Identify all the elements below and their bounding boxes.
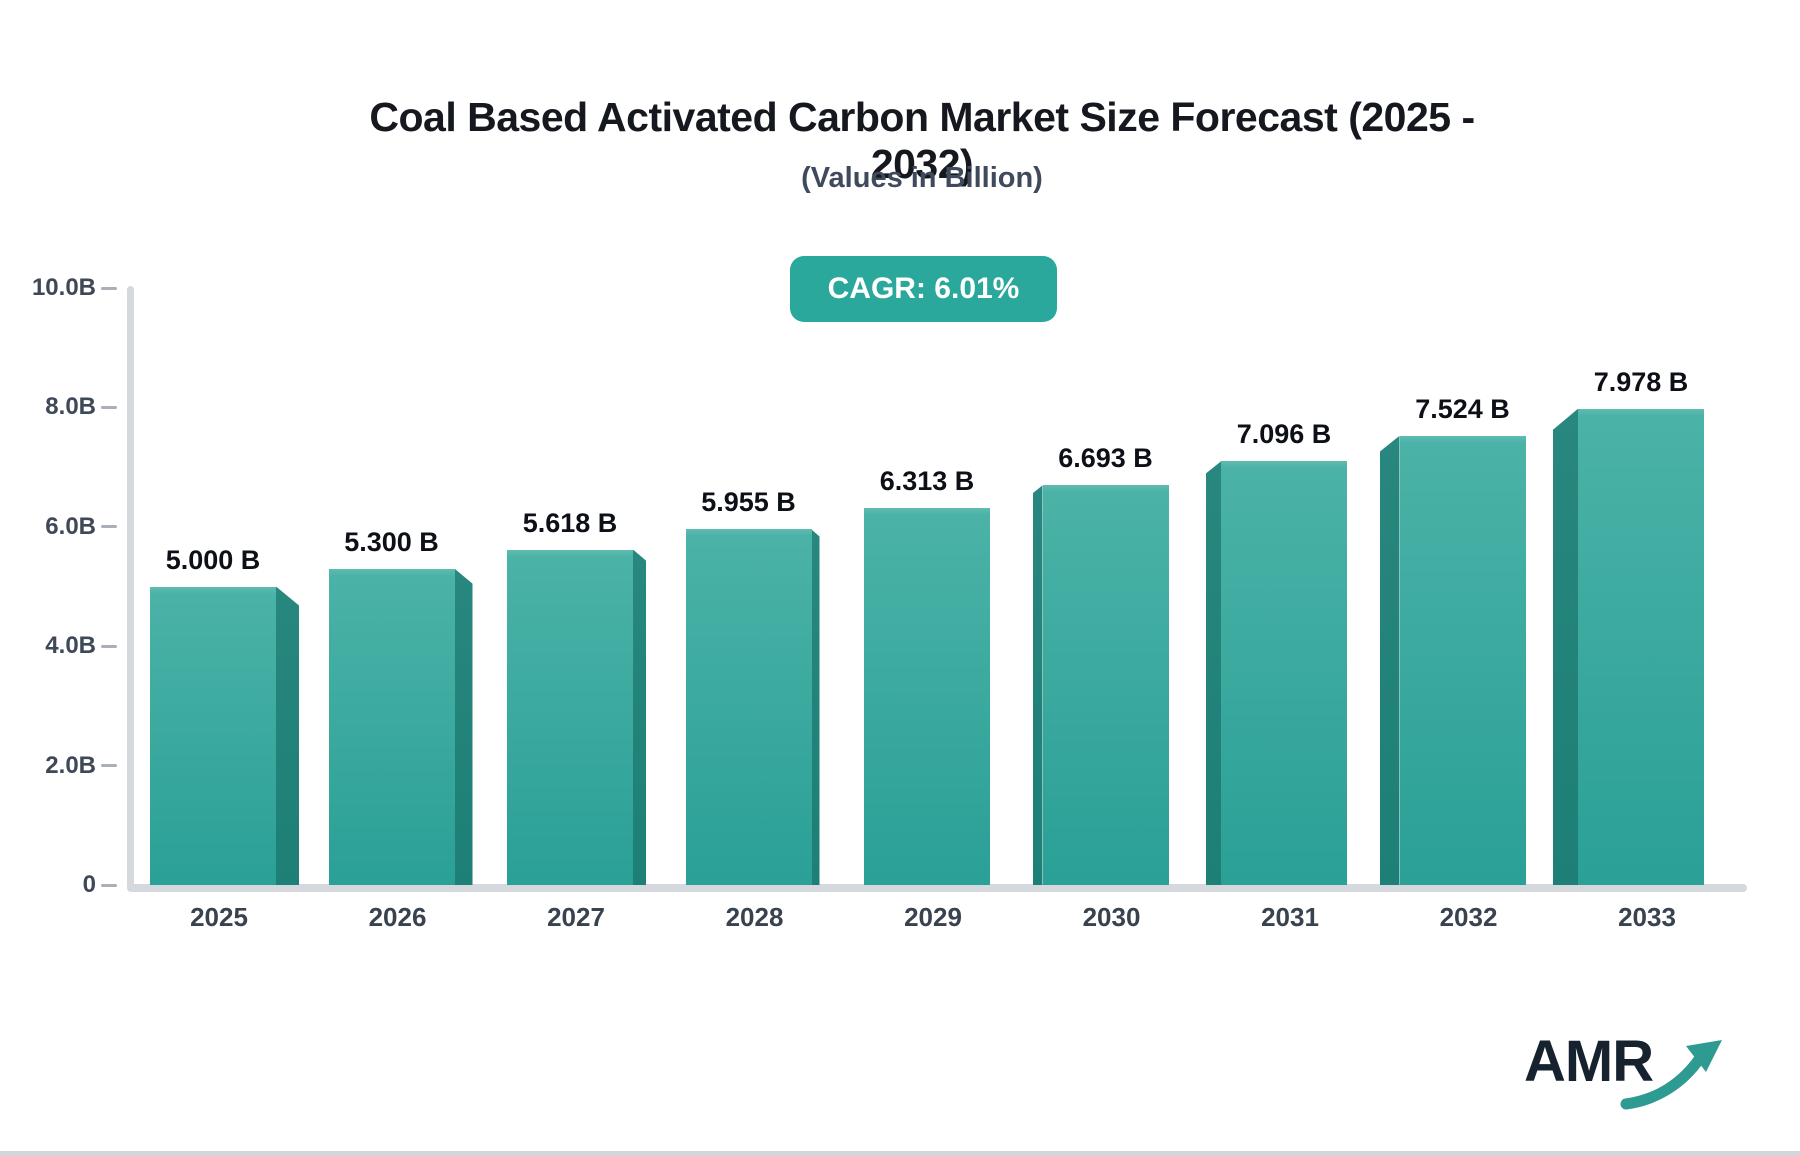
- chart-subtitle: (Values in Billion): [801, 162, 1043, 194]
- bar: [150, 586, 276, 885]
- x-tick-label: 2025: [190, 902, 248, 932]
- y-tick-label: 4.0B: [45, 632, 96, 660]
- cagr-badge: CAGR: 6.01%: [790, 256, 1057, 322]
- bar-3d-side: [454, 568, 473, 885]
- x-tick-label: 2026: [368, 902, 427, 932]
- y-tick-mark: [101, 525, 117, 529]
- x-axis-line: [127, 884, 1747, 892]
- bar: [1399, 435, 1526, 885]
- y-tick-mark: [101, 644, 117, 648]
- y-tick-label: 10.0B: [31, 274, 96, 301]
- bar-3d-side: [1032, 485, 1043, 885]
- bar-value-label: 7.096 B: [1236, 419, 1332, 450]
- bar-value-label: 5.000 B: [165, 544, 261, 575]
- y-tick-mark: [101, 883, 117, 887]
- bar: [328, 568, 455, 885]
- bar-value-label: 6.693 B: [1058, 443, 1153, 474]
- x-tick-label: 2027: [547, 902, 605, 932]
- y-tick-label: 2.0B: [45, 751, 96, 779]
- y-tick-mark: [101, 764, 117, 768]
- chart-title: Coal Based Activated Carbon Market Size …: [369, 94, 1475, 187]
- bar-3d-side: [1206, 461, 1221, 885]
- y-axis-line: [127, 286, 134, 889]
- bar-value-label: 5.955 B: [701, 487, 796, 518]
- bar-3d-side: [811, 529, 820, 885]
- y-tick-label: 0: [82, 871, 96, 898]
- y-tick-label: 8.0B: [45, 393, 96, 421]
- bar-3d-side: [276, 586, 299, 885]
- bar-value-label: 5.300 B: [344, 526, 439, 557]
- cagr-badge-label: CAGR: 6.01%: [827, 272, 1020, 305]
- y-tick-mark: [101, 405, 117, 409]
- x-tick-label: 2029: [904, 902, 962, 932]
- amr-logo: AMR: [1524, 1028, 1734, 1118]
- bar-value-label: 7.524 B: [1415, 393, 1510, 424]
- bar: [1221, 461, 1347, 885]
- bar: [685, 529, 812, 885]
- bar: [507, 549, 633, 885]
- x-tick-label: 2032: [1439, 902, 1498, 932]
- x-tick-label: 2030: [1082, 902, 1141, 932]
- x-tick-label: 2031: [1261, 902, 1319, 932]
- bar-value-label: 6.313 B: [879, 466, 975, 497]
- bar-3d-side: [1553, 408, 1578, 885]
- y-tick-mark: [101, 286, 117, 290]
- bar: [1042, 485, 1169, 885]
- bar-3d-side: [1379, 435, 1400, 885]
- bar: [1578, 408, 1704, 885]
- amr-logo-text: AMR: [1524, 1029, 1654, 1094]
- x-tick-label: 2033: [1618, 902, 1676, 932]
- bar: [864, 508, 990, 885]
- bar-3d-side: [633, 549, 646, 885]
- bar-value-label: 7.978 B: [1593, 366, 1689, 397]
- x-tick-label: 2028: [725, 902, 784, 932]
- y-tick-label: 6.0B: [45, 512, 96, 540]
- bar-value-label: 5.618 B: [522, 507, 618, 538]
- growth-arrow-icon: [1620, 1040, 1722, 1110]
